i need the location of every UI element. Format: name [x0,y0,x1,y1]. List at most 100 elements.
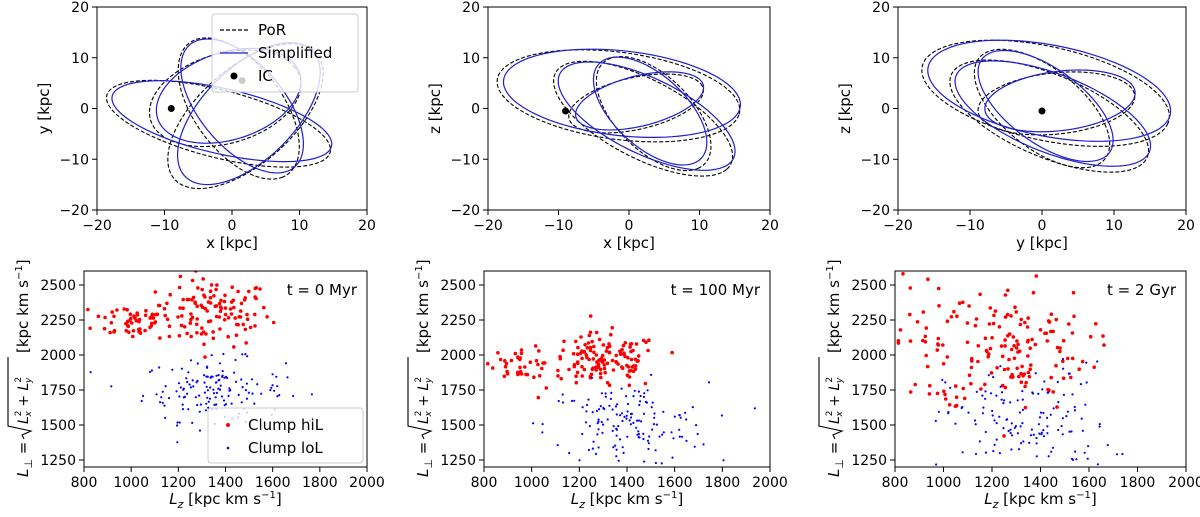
hil-point [199,303,203,308]
hil-point [610,325,614,330]
lol-point [177,382,181,385]
hil-point [1049,375,1053,380]
axes-frame [96,6,368,211]
hil-point [634,342,639,346]
hil-point [622,351,626,356]
lol-point [993,419,996,422]
lol-point [947,411,950,414]
hil-point [1047,320,1052,324]
lol-point [215,374,218,377]
hil-point [989,371,994,375]
simplified-orbit-line [927,39,1172,142]
sqrt-body: L2x + L2y [825,377,845,424]
y-tick-label: 1250 [851,453,887,469]
hil-point [532,375,536,380]
lol-point [286,376,289,379]
hil-point [607,383,612,388]
lol-point [1075,458,1078,461]
hil-point [219,298,223,303]
lol-point [1046,425,1049,428]
legend-label: Clump loL [248,439,323,457]
lol-point [182,388,185,391]
lol-point [1081,429,1084,432]
hil-point [908,286,913,290]
lol-point [594,452,598,455]
hil-point [983,382,987,387]
hil-point [588,314,593,318]
lol-point [176,421,179,424]
hil-point [558,354,562,359]
hil-point [165,301,169,306]
ic-point [1038,107,1046,115]
lol-point [191,421,194,424]
lol-point [1047,391,1050,394]
hil-point [213,304,218,309]
hil-point [212,294,216,298]
hil-point [124,328,128,333]
lol-point [596,433,599,436]
hil-point [602,363,607,367]
hil-point [189,334,193,339]
lol-point [1056,380,1059,384]
hil-point [591,357,596,361]
hil-point [195,317,199,321]
hil-point [594,368,598,372]
lol-point [637,390,641,393]
y-tick-label: −20 [860,203,890,219]
lol-point [1010,448,1013,451]
lol-point [625,395,628,398]
hil-point [1069,375,1073,380]
hil-point [1054,317,1058,322]
lol-point [647,447,650,451]
lol-point [196,362,199,365]
hil-point [167,334,172,339]
lol-point [944,381,947,384]
lol-point [617,425,620,428]
lol-point [1000,398,1003,401]
axes-frame [483,270,771,468]
lol-point [215,391,218,394]
lol-point [228,387,231,390]
hil-point [211,330,215,334]
lol-point [206,396,209,399]
x-tick-label: 2000 [1168,475,1200,491]
x-tick-label: 1600 [255,475,291,491]
x-tick-label: 1000 [514,475,550,491]
hil-point [594,353,599,357]
lol-point [186,392,189,395]
lol-point [1037,423,1040,426]
lol-point [1080,417,1083,420]
x-tick-label: 1000 [926,475,962,491]
lol-point [578,459,581,462]
hil-point [953,384,958,388]
y-tick-label: −10 [450,152,480,168]
lol-point [1021,398,1024,401]
lol-point [1019,442,1023,445]
hil-point [636,359,640,363]
hil-point [540,366,544,371]
hil-point [242,298,247,302]
lol-point [614,405,618,408]
lol-point [163,404,166,407]
hil-point [503,364,508,369]
hil-point [1028,346,1032,351]
hil-point [898,328,903,332]
hil-point [575,370,580,375]
hil-point [188,321,193,325]
hil-point [1080,359,1085,364]
lol-point [660,462,663,465]
x-tick-label: 1200 [562,475,598,491]
lol-point [196,403,199,407]
hil-point [222,299,227,304]
hil-point [1102,343,1106,347]
hil-point [935,391,940,396]
x-tick-label: 1600 [1071,475,1107,491]
hil-point [1061,338,1066,343]
lol-point [218,378,221,381]
hil-point [991,321,996,326]
lol-point [991,409,994,412]
y-tick-label: −10 [860,152,890,168]
lol-point [217,374,220,377]
lol-point [684,411,687,414]
lol-point [707,381,711,384]
